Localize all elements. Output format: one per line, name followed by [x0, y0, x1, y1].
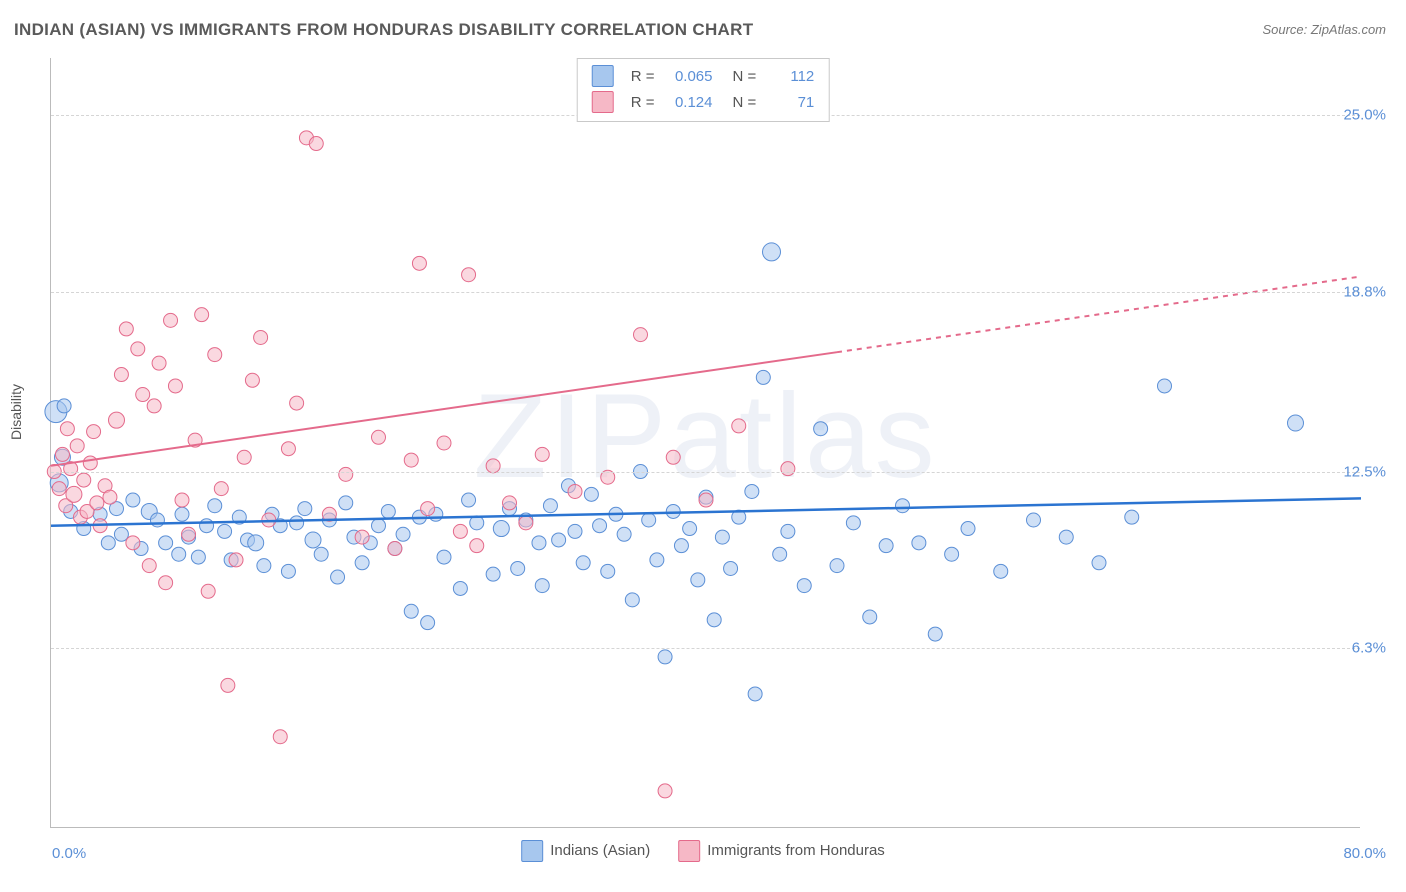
gridline [51, 648, 1360, 649]
gridline [51, 472, 1360, 473]
y-tick-label: 25.0% [1343, 107, 1386, 124]
n-label: N = [733, 68, 757, 85]
y-axis-label: Disability [8, 384, 24, 440]
n-value: 112 [766, 68, 814, 85]
y-tick-label: 6.3% [1352, 640, 1386, 657]
stats-row: R = 0.065 N = 112 [592, 63, 815, 89]
x-tick-min: 0.0% [52, 845, 86, 862]
source-attribution: Source: ZipAtlas.com [1262, 22, 1386, 37]
r-value: 0.124 [665, 94, 713, 111]
legend-swatch [521, 840, 543, 862]
chart-svg [51, 58, 1360, 827]
bottom-legend: Indians (Asian) Immigrants from Honduras [521, 840, 885, 862]
r-value: 0.065 [665, 68, 713, 85]
legend-swatch [592, 65, 614, 87]
r-label: R = [631, 94, 655, 111]
plot-area: ZIPatlas [50, 58, 1360, 828]
legend-swatch [592, 91, 614, 113]
r-label: R = [631, 68, 655, 85]
legend-item: Indians (Asian) [521, 840, 650, 862]
legend-label: Immigrants from Honduras [707, 842, 885, 859]
n-value: 71 [766, 94, 814, 111]
chart-title: INDIAN (ASIAN) VS IMMIGRANTS FROM HONDUR… [14, 20, 753, 40]
legend-item: Immigrants from Honduras [678, 840, 885, 862]
gridline [51, 292, 1360, 293]
legend-swatch [678, 840, 700, 862]
y-tick-label: 18.8% [1343, 283, 1386, 300]
stats-legend: R = 0.065 N = 112 R = 0.124 N = 71 [577, 58, 830, 122]
x-tick-max: 80.0% [1343, 845, 1386, 862]
y-tick-label: 12.5% [1343, 463, 1386, 480]
legend-label: Indians (Asian) [550, 842, 650, 859]
n-label: N = [733, 94, 757, 111]
stats-row: R = 0.124 N = 71 [592, 89, 815, 115]
